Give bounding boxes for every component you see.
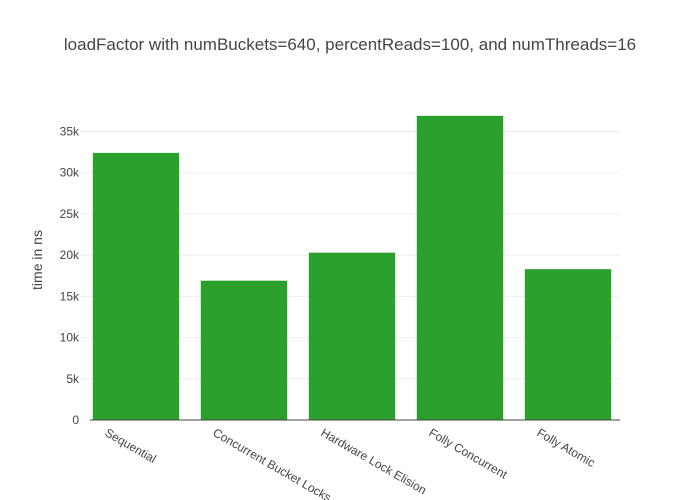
y-tick-label: 30k — [60, 166, 80, 180]
y-tick-label: 10k — [60, 331, 80, 345]
x-tick-label: Concurrent Bucket Locks — [211, 425, 334, 500]
y-tick-label: 5k — [66, 372, 80, 386]
x-tick-label: Hardware Lock Elision — [319, 425, 429, 497]
y-tick-label: 15k — [60, 289, 80, 303]
x-tick-label: Folly Concurrent — [427, 425, 511, 481]
y-axis-label: time in ns — [29, 230, 45, 290]
bar-concurrent-bucket-locks[interactable] — [200, 280, 288, 420]
bar-sequential[interactable] — [92, 152, 180, 420]
y-tick-label: 20k — [60, 248, 80, 262]
bar-folly-atomic[interactable] — [524, 269, 612, 420]
y-tick-label: 0 — [72, 413, 79, 427]
x-tick-label: Folly Atomic — [535, 425, 598, 469]
chart-title: loadFactor with numBuckets=640, percentR… — [64, 35, 636, 54]
x-tick-label: Sequential — [103, 425, 159, 465]
y-tick-label: 35k — [60, 124, 80, 138]
y-tick-label: 25k — [60, 207, 80, 221]
bar-folly-concurrent[interactable] — [416, 115, 504, 420]
bar-hardware-lock-elision[interactable] — [308, 252, 396, 420]
bars — [92, 115, 612, 420]
